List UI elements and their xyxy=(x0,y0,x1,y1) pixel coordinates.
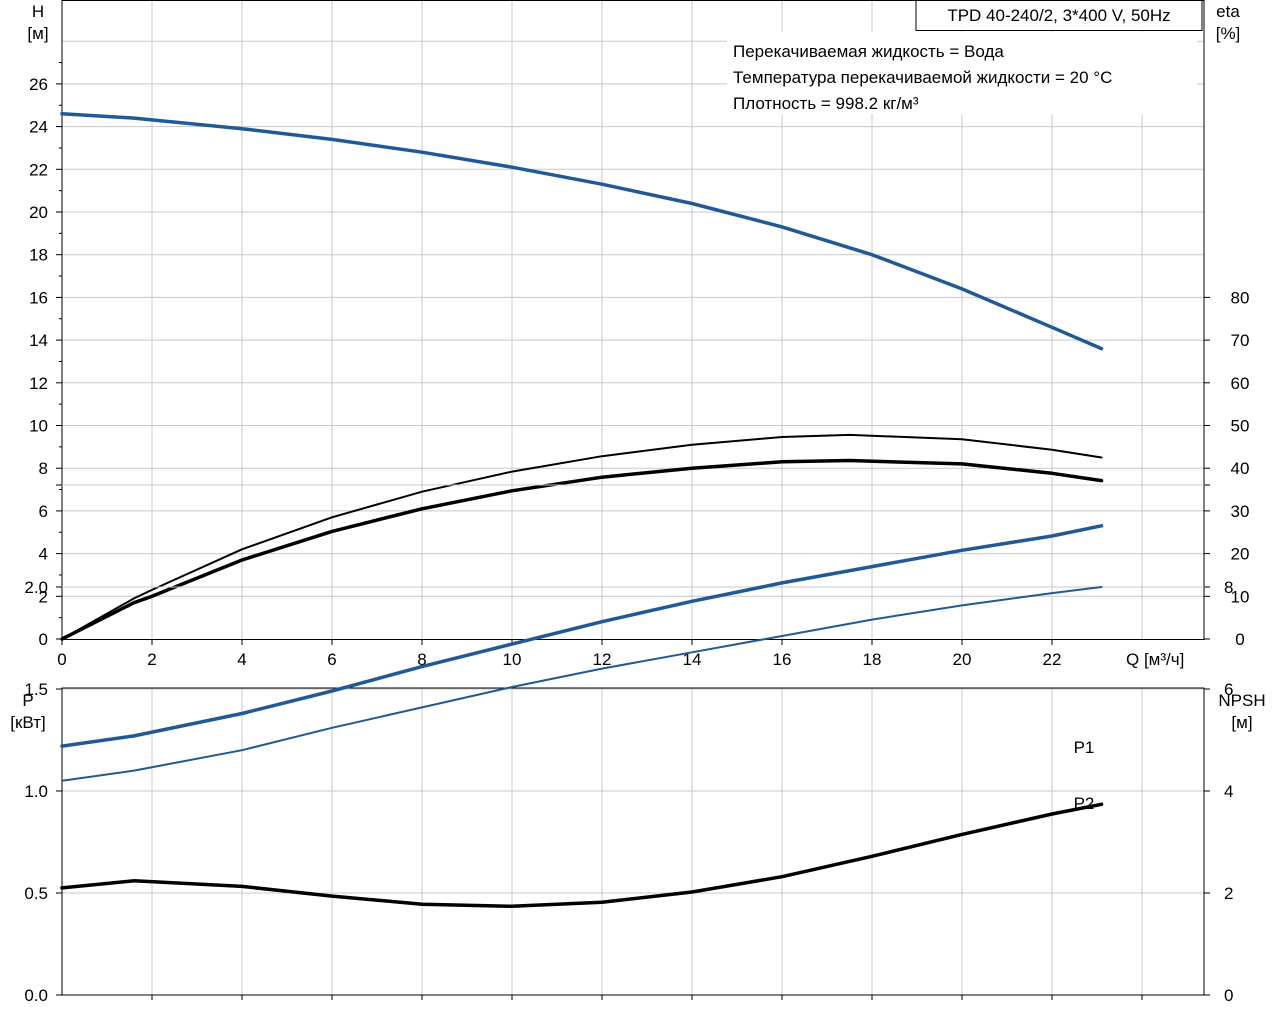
x-tick-label: 16 xyxy=(773,650,792,669)
efficiency-curve-pump xyxy=(61,433,1103,640)
y-tick-label: 14 xyxy=(29,331,48,350)
x-tick-label: 8 xyxy=(417,650,426,669)
y-axis-unit-eta: [%] xyxy=(1216,24,1241,43)
eta-tick-label: 40 xyxy=(1231,459,1250,478)
p-tick-label: 0.5 xyxy=(24,884,48,903)
eta-tick-label: 30 xyxy=(1231,502,1250,521)
x-axis-label: Q [м³/ч] xyxy=(1126,650,1184,669)
info-line: Перекачиваемая жидкость = Вода xyxy=(733,42,1004,61)
p1-label: P1 xyxy=(1074,738,1095,757)
p-tick-label: 2.0 xyxy=(24,578,48,597)
info-background xyxy=(727,32,1197,114)
eta-tick-label: 50 xyxy=(1231,417,1250,436)
x-tick-label: 10 xyxy=(503,650,522,669)
y-tick-label: 26 xyxy=(29,75,48,94)
eta-tick-label: 10 xyxy=(1231,587,1250,606)
lower-plot-frame xyxy=(61,687,1205,996)
y-axis-title-eta: eta xyxy=(1216,2,1240,21)
p2-power-curve xyxy=(61,586,1103,782)
x-tick-label: 4 xyxy=(237,650,246,669)
npsh-tick-label: 2 xyxy=(1224,884,1233,903)
npsh-tick-label: 0 xyxy=(1224,986,1233,1005)
x-tick-label: 0 xyxy=(57,650,66,669)
y-tick-label: 10 xyxy=(29,417,48,436)
y-tick-label: 16 xyxy=(29,288,48,307)
x-tick-label: 14 xyxy=(683,650,702,669)
info-line: Температура перекачиваемой жидкости = 20… xyxy=(733,68,1112,87)
model-title-box xyxy=(915,0,1203,31)
model-title: TPD 40-240/2, 3*400 V, 50Hz xyxy=(947,6,1170,25)
p1-power-curve xyxy=(60,524,1104,748)
eta-tick-label: 0 xyxy=(1235,630,1244,649)
y-tick-label: 6 xyxy=(39,502,48,521)
x-tick-label: 22 xyxy=(1043,650,1062,669)
p-tick-label: 1.5 xyxy=(24,680,48,699)
npsh-tick-label: 8 xyxy=(1224,578,1233,597)
eta-tick-label: 70 xyxy=(1231,331,1250,350)
y-axis-title-h: H xyxy=(32,2,44,21)
y-tick-label: 20 xyxy=(29,203,48,222)
upper-plot-frame xyxy=(61,0,1205,640)
y-tick-label: 2 xyxy=(39,587,48,606)
efficiency-curve-total xyxy=(60,458,1104,641)
y-axis-unit-npsh: [м] xyxy=(1231,713,1252,732)
head-curve xyxy=(60,112,1104,351)
y-axis-unit-h: [м] xyxy=(27,24,48,43)
x-tick-label: 20 xyxy=(953,650,972,669)
p-tick-label: 1.0 xyxy=(24,782,48,801)
eta-tick-label: 80 xyxy=(1231,288,1250,307)
y-tick-label: 24 xyxy=(29,118,48,137)
y-tick-label: 0 xyxy=(39,630,48,649)
y-tick-label: 4 xyxy=(39,545,48,564)
y-tick-label: 8 xyxy=(39,459,48,478)
npsh-tick-label: 6 xyxy=(1224,680,1233,699)
x-tick-label: 12 xyxy=(593,650,612,669)
eta-tick-label: 20 xyxy=(1231,545,1250,564)
p-tick-label: 0.0 xyxy=(24,986,48,1005)
npsh-tick-label: 4 xyxy=(1224,782,1233,801)
y-tick-label: 22 xyxy=(29,160,48,179)
info-line: Плотность = 998.2 кг/м³ xyxy=(733,94,919,113)
x-tick-label: 2 xyxy=(147,650,156,669)
y-axis-title-npsh: NPSH xyxy=(1218,691,1265,710)
y-axis-title-p: P xyxy=(22,691,33,710)
npsh-curve xyxy=(60,802,1104,909)
y-tick-label: 12 xyxy=(29,374,48,393)
x-tick-label: 18 xyxy=(863,650,882,669)
eta-tick-label: 60 xyxy=(1231,374,1250,393)
y-axis-unit-p: [кВт] xyxy=(10,713,45,732)
y-tick-label: 18 xyxy=(29,246,48,265)
x-tick-label: 6 xyxy=(327,650,336,669)
p2-label: P2 xyxy=(1074,794,1095,813)
